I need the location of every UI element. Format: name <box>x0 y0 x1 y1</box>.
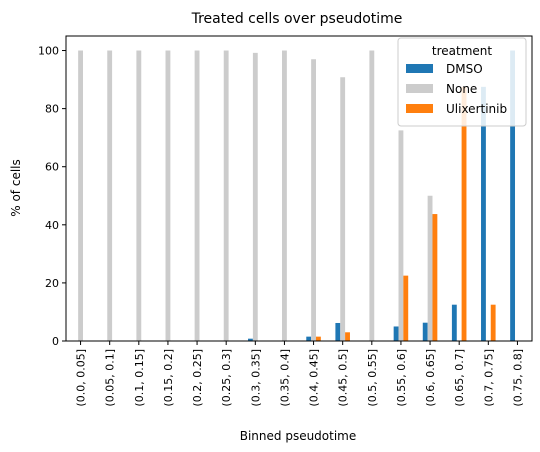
x-tick-label: (0.0, 0.05] <box>75 349 88 407</box>
y-axis-label: % of cells <box>9 159 23 217</box>
legend-label-ulixertinib: Ulixertinib <box>446 102 507 116</box>
y-tick-label: 40 <box>45 219 59 232</box>
legend-title: treatment <box>432 44 492 58</box>
bar-dmso-6 <box>248 338 253 341</box>
plot-frame <box>65 35 533 342</box>
x-tick-label: (0.65, 0.7] <box>453 349 466 407</box>
legend-label-dmso: DMSO <box>446 62 483 76</box>
bar-none-10 <box>369 50 375 342</box>
bar-dmso-15 <box>510 50 516 342</box>
plot-area <box>78 50 516 342</box>
bar-none-2 <box>136 50 142 342</box>
y-tick-label: 20 <box>45 277 59 290</box>
x-tick-label: (0.7, 0.75] <box>482 349 495 407</box>
bar-dmso-14 <box>481 86 486 341</box>
x-tick-label: (0.2, 0.25] <box>191 349 204 407</box>
bar-none-8 <box>311 59 316 342</box>
bar-none-3 <box>165 50 171 342</box>
x-tick-label: (0.75, 0.8] <box>511 349 524 407</box>
legend: treatment DMSO None Ulixertinib <box>397 37 527 127</box>
bar-dmso-8 <box>306 336 312 341</box>
bar-ulixertinib-8 <box>315 336 321 341</box>
x-axis-label: Binned pseudotime <box>240 429 357 443</box>
y-tick-label: 0 <box>52 335 59 348</box>
bar-dmso-12 <box>422 322 428 341</box>
legend-swatch-dmso <box>406 64 433 73</box>
bar-ulixertinib-11 <box>403 275 409 341</box>
bar-dmso-13 <box>451 304 457 341</box>
y-tick-label: 100 <box>38 45 59 58</box>
bar-none-4 <box>194 50 200 342</box>
x-tick-label: (0.05, 0.1] <box>104 349 117 407</box>
x-tick-label: (0.1, 0.15] <box>133 349 146 407</box>
x-tick-label: (0.15, 0.2] <box>162 349 175 407</box>
legend-swatch-none <box>406 84 433 93</box>
x-tick-label: (0.4, 0.45] <box>308 349 321 407</box>
x-tick-label: (0.25, 0.3] <box>220 349 233 407</box>
bar-none-5 <box>223 50 229 342</box>
bar-none-1 <box>107 50 113 342</box>
x-tick-label: (0.45, 0.5] <box>337 349 350 407</box>
bar-ulixertinib-12 <box>432 214 438 341</box>
bar-none-7 <box>282 50 287 342</box>
bar-none-9 <box>340 77 346 341</box>
legend-items: DMSO None Ulixertinib <box>406 62 507 116</box>
x-tick-label: (0.6, 0.65] <box>424 349 437 407</box>
x-tick-label: (0.3, 0.35] <box>249 349 262 407</box>
legend-swatch-ulixertinib <box>406 104 433 113</box>
chart-title: Treated cells over pseudotime <box>191 11 403 27</box>
x-tick-label: (0.55, 0.6] <box>395 349 408 407</box>
y-tick-label: 80 <box>45 103 59 116</box>
bar-dmso-9 <box>335 322 341 341</box>
bar-none-0 <box>78 50 83 342</box>
bar-none-6 <box>252 52 258 341</box>
y-tick-label: 60 <box>45 161 59 174</box>
x-axis: (0.0, 0.05] (0.05, 0.1] (0.1, 0.15] (0.15, … <box>75 341 524 407</box>
bar-dmso-11 <box>393 326 399 341</box>
bar-none-12 <box>427 195 433 341</box>
x-tick-label: (0.5, 0.55] <box>366 349 379 407</box>
bar-none-11 <box>398 130 404 341</box>
legend-label-none: None <box>446 82 477 96</box>
x-tick-label: (0.35, 0.4] <box>278 349 291 407</box>
y-axis: 0 20 40 60 80 100 <box>38 45 66 348</box>
bar-ulixertinib-14 <box>490 304 496 341</box>
bar-ulixertinib-13 <box>461 86 467 341</box>
bar-ulixertinib-9 <box>345 332 350 341</box>
